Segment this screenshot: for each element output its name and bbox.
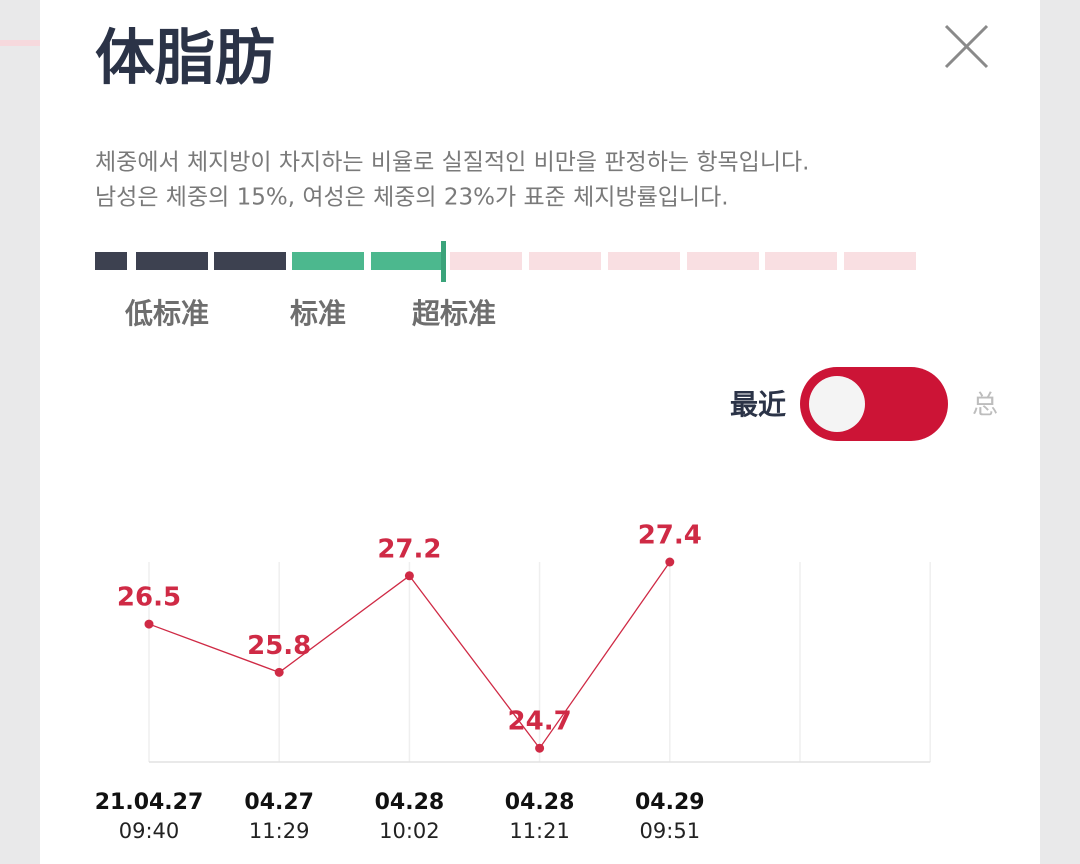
point xyxy=(535,743,545,753)
data-label: 27.2 xyxy=(377,534,441,564)
x-tick-label: 04.28 xyxy=(375,790,445,815)
data-label: 24.7 xyxy=(508,707,572,737)
x-tick-label: 04.27 xyxy=(244,790,314,815)
level-bar xyxy=(95,241,916,282)
toggle-label[interactable]: 最近 xyxy=(730,388,786,421)
description: 체중에서 체지방이 차지하는 비율로 실질적인 비만을 판정하는 항목입니다. xyxy=(95,150,809,176)
segment xyxy=(529,252,601,270)
current-marker xyxy=(441,241,446,282)
segment xyxy=(687,252,759,270)
toggle-label[interactable]: 总 xyxy=(972,391,998,421)
toggle-knob xyxy=(809,376,865,432)
x-tick-label: 21.04.27 xyxy=(95,790,204,815)
point xyxy=(665,557,675,567)
close-button[interactable] xyxy=(944,24,989,69)
segment xyxy=(450,252,522,270)
segment xyxy=(214,252,286,270)
x-tick-sublabel: 11:29 xyxy=(249,819,310,843)
data-label: 25.8 xyxy=(247,631,311,661)
level-label: 超标准 xyxy=(412,297,496,330)
segment xyxy=(608,252,680,270)
x-tick-sublabel: 11:21 xyxy=(509,819,570,843)
point xyxy=(274,667,284,677)
toggle-switch[interactable] xyxy=(800,367,948,441)
level-label: 低标准 xyxy=(124,297,209,330)
point xyxy=(404,571,414,581)
x-tick-sublabel: 09:40 xyxy=(119,819,180,843)
close-line xyxy=(944,24,989,69)
segment xyxy=(371,252,444,270)
segment xyxy=(765,252,837,270)
description: 남성은 체중의 15%, 여성은 체중의 23%가 표준 체지방률입니다. xyxy=(95,185,729,211)
data-label: 27.4 xyxy=(638,521,702,551)
accent-strip xyxy=(0,40,40,46)
segment xyxy=(292,252,364,270)
level-label: 标准 xyxy=(290,297,346,330)
segment xyxy=(136,252,208,270)
data-label: 26.5 xyxy=(117,583,181,613)
chart: 21.04.27 09:40 04.27 11:29 04.28 10:02 04.28 11… xyxy=(95,521,931,843)
title: 体脂肪 xyxy=(95,24,275,94)
segment xyxy=(844,252,916,270)
segment xyxy=(95,252,127,270)
point xyxy=(144,619,154,629)
x-tick-label: 04.29 xyxy=(635,790,705,815)
x-tick-sublabel: 10:02 xyxy=(379,819,440,843)
x-tick-sublabel: 09:51 xyxy=(640,819,701,843)
x-tick-label: 04.28 xyxy=(505,790,575,815)
